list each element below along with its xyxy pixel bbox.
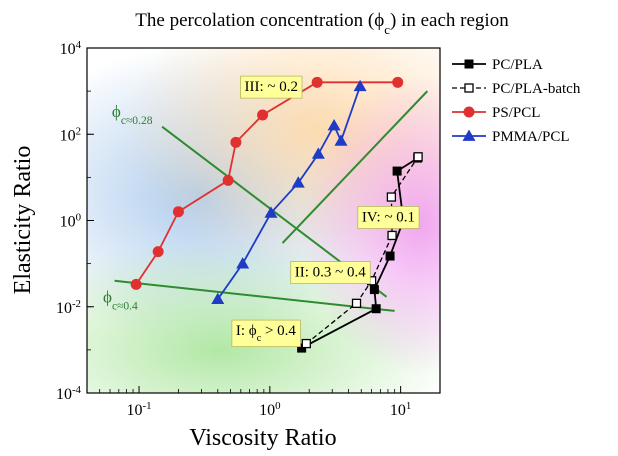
series-pmma-pcl (211, 79, 367, 305)
legend-label: PC/PLA (492, 57, 543, 73)
data-point-ps-pcl (392, 76, 404, 88)
legend-item-pmma-pcl: PMMA/PCL (452, 129, 570, 145)
legend-marker (464, 83, 474, 93)
data-point-ps-pcl (311, 76, 323, 88)
legend-label: PC/PLA-batch (492, 81, 581, 97)
data-point-pmma-pcl (291, 176, 305, 188)
legend-marker (462, 129, 476, 141)
y-tick-label: 100 (60, 212, 82, 231)
region-boundary-line-3 (281, 90, 429, 244)
legend-marker (464, 59, 474, 69)
legend-label: PMMA/PCL (492, 129, 570, 145)
x-tick-label: 101 (390, 400, 411, 419)
data-point-pmma-pcl (311, 147, 325, 159)
data-point-ps-pcl (257, 109, 269, 121)
data-point-pmma-pcl (264, 206, 278, 218)
data-point-ps-pcl (222, 174, 234, 186)
region-label: IV: ~ 0.1 (362, 209, 415, 225)
region-label: I: ϕc > 0.4 (236, 323, 297, 344)
legend-marker (463, 106, 475, 118)
chart-title: The percolation concentration (ϕc) in ea… (135, 10, 509, 37)
series-layer (130, 76, 423, 353)
data-point-ps-pcl (230, 136, 242, 148)
data-point-pc-pla (369, 285, 379, 295)
data-point-pc-pla-batch (413, 152, 423, 162)
series-line-ps-pcl (135, 81, 398, 285)
y-tick-label: 10-4 (56, 384, 82, 403)
legend-item-pc-pla: PC/PLA (452, 57, 543, 73)
series-ps-pcl (130, 76, 404, 290)
data-point-pc-pla-batch (351, 298, 362, 308)
legend-label: PS/PCL (492, 105, 540, 121)
region-boundary-line-2 (114, 279, 395, 312)
data-point-pc-pla (371, 304, 381, 314)
data-point-pc-pla-batch (301, 338, 311, 349)
y-tick-label: 104 (60, 39, 82, 58)
data-point-pmma-pcl (327, 118, 341, 131)
data-point-pmma-pcl (334, 134, 348, 146)
region-label: II: 0.3 ~ 0.4 (295, 265, 367, 281)
data-point-pc-pla (385, 251, 395, 261)
data-point-pc-pla-batch (387, 230, 397, 241)
data-point-ps-pcl (130, 278, 142, 290)
data-point-ps-pcl (172, 206, 184, 218)
x-axis-title: Viscosity Ratio (189, 425, 336, 451)
y-axis-title: Elasticity Ratio (10, 146, 36, 295)
legend-item-pc-pla-batch: PC/PLA-batch (452, 81, 581, 97)
x-tick-label: 100 (259, 400, 281, 419)
data-point-ps-pcl (152, 246, 164, 258)
region-label-box (231, 319, 301, 348)
data-point-pmma-pcl (353, 79, 367, 92)
series-line-pc-pla-batch (305, 156, 419, 345)
data-point-pmma-pcl (211, 292, 225, 305)
x-tick-label: 10-1 (127, 400, 152, 419)
region-label: III: ~ 0.2 (244, 79, 298, 95)
region-label-box (290, 261, 371, 285)
legend-item-ps-pcl: PS/PCL (452, 105, 540, 121)
data-point-pmma-pcl (236, 257, 250, 269)
y-tick-label: 102 (60, 125, 81, 144)
y-tick-label: 10-2 (56, 298, 81, 317)
data-point-pc-pla-batch (386, 192, 397, 202)
region-label-box (357, 206, 420, 229)
legend: PC/PLA PC/PLA-batch PS/PCL PMMA/PCL (452, 57, 581, 145)
data-point-pc-pla (392, 166, 402, 176)
data-point-pc-pla (297, 343, 307, 353)
region-label-box (240, 75, 303, 99)
